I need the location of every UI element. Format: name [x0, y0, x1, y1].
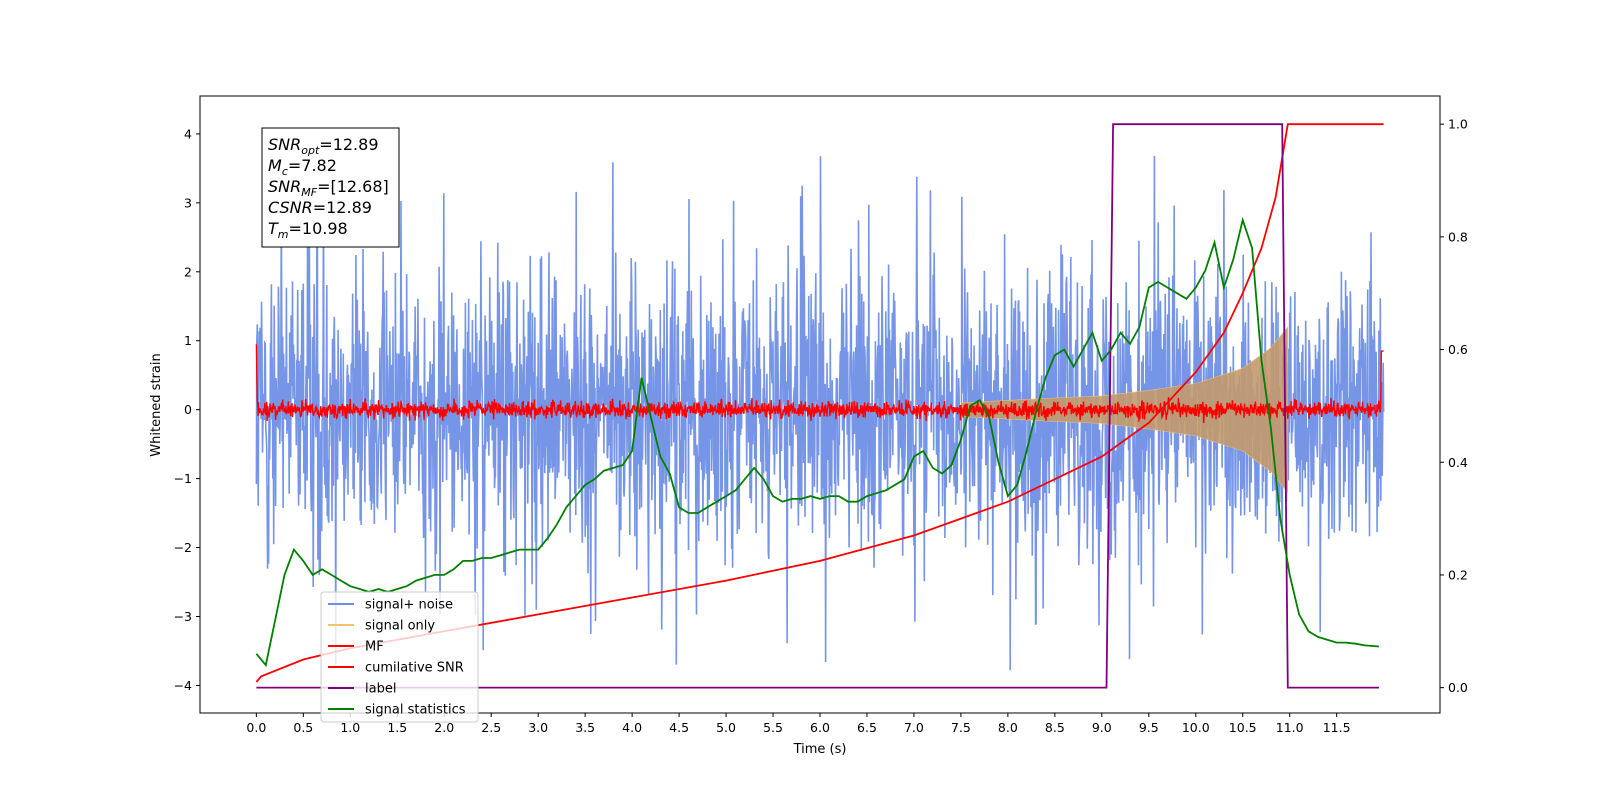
legend-label: label: [365, 682, 396, 697]
series-label: [256, 123, 1379, 689]
y2-tick-label: 1.0: [1448, 117, 1468, 132]
x-tick-label: 8.5: [1045, 720, 1065, 735]
stats-annotation: SNRopt=12.89Mc=7.82SNRMF=[12.68]CSNR=12.…: [261, 127, 400, 248]
x-tick-label: 10.0: [1182, 720, 1210, 735]
annotation-line: CSNR=12.89: [268, 198, 372, 217]
legend-box: [320, 591, 479, 723]
annotation-line: Tm=10.98: [268, 219, 348, 241]
x-tick-label: 4.0: [622, 720, 642, 735]
x-tick-label: 9.0: [1092, 720, 1112, 735]
x-tick-label: 9.5: [1139, 720, 1159, 735]
y2-tick-label: 0.8: [1448, 229, 1468, 244]
y2-tick-label: 0.4: [1448, 455, 1468, 470]
annotation-box: [261, 127, 400, 248]
series-mf: [255, 344, 1384, 424]
y-tick-label: 4: [184, 126, 192, 141]
x-tick-label: 5.0: [716, 720, 736, 735]
x-axis-label: Time (s): [793, 742, 847, 757]
x-tick-label: 0.0: [246, 720, 266, 735]
annotation-line: SNRopt=12.89: [268, 135, 379, 157]
y-tick-label: 0: [184, 402, 192, 417]
y-axis-label: Whitened strain: [149, 353, 164, 456]
x-tick-label: 0.5: [293, 720, 313, 735]
y-tick-label: 2: [184, 264, 192, 279]
legend-label: signal statistics: [365, 703, 466, 718]
x-tick-label: 3.5: [575, 720, 595, 735]
x-tick-label: 11.5: [1323, 720, 1351, 735]
y-tick-label: −2: [174, 540, 192, 555]
y-tick-label: 1: [184, 333, 192, 348]
x-tick-label: 11.0: [1276, 720, 1304, 735]
x-tick-label: 5.5: [763, 720, 783, 735]
y-tick-label: −4: [174, 678, 192, 693]
y-tick-label: −1: [174, 471, 192, 486]
x-tick-label: 1.5: [387, 720, 407, 735]
legend-label: MF: [365, 640, 384, 655]
y2-tick-label: 0.0: [1448, 680, 1468, 695]
x-tick-label: 6.5: [857, 720, 877, 735]
annotation-line: Mc=7.82: [268, 156, 337, 178]
y-tick-label: −3: [174, 609, 192, 624]
y2-tick-label: 0.2: [1448, 567, 1468, 582]
x-tick-label: 8.0: [998, 720, 1018, 735]
legend: signal+ noise signal only MF cumilative SNR…: [320, 591, 479, 723]
series-signal-noise: [255, 150, 1385, 671]
x-tick-label: 1.0: [340, 720, 360, 735]
y2-tick-label: 0.6: [1448, 342, 1468, 357]
y-tick-label: 3: [184, 195, 192, 210]
x-tick-label: 2.5: [481, 720, 501, 735]
x-tick-label: 4.5: [669, 720, 689, 735]
series-signal-statistics: [255, 216, 1379, 668]
x-tick-label: 3.0: [528, 720, 548, 735]
legend-label: signal+ noise: [365, 598, 453, 613]
x-tick-label: 10.5: [1229, 720, 1257, 735]
x-tick-label: 6.0: [810, 720, 830, 735]
annotation-line: SNRMF=[12.68]: [268, 177, 389, 199]
x-tick-label: 7.0: [904, 720, 924, 735]
x-tick-label: 2.0: [434, 720, 454, 735]
x-tick-label: 7.5: [951, 720, 971, 735]
legend-label: cumilative SNR: [365, 661, 464, 676]
legend-label: signal only: [365, 619, 435, 634]
